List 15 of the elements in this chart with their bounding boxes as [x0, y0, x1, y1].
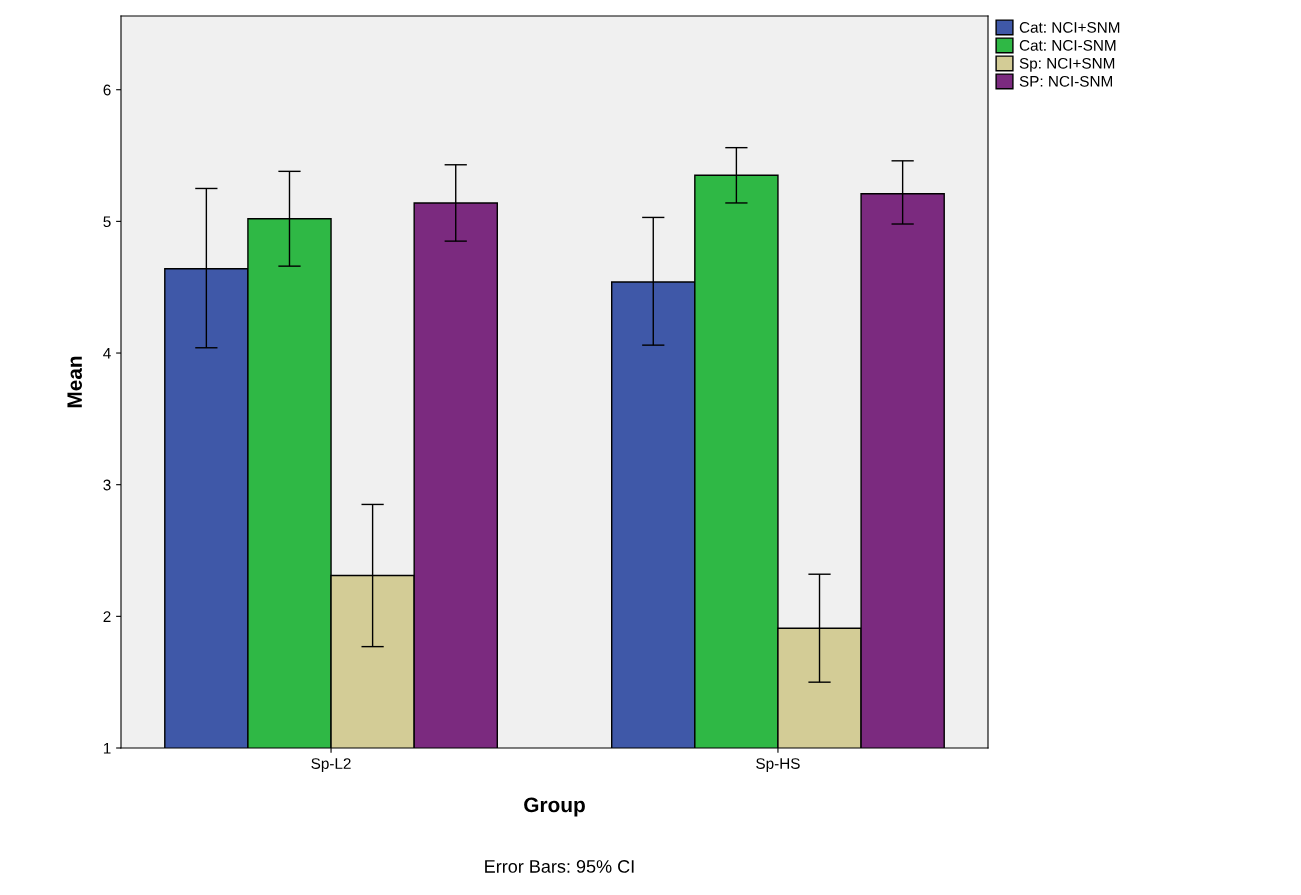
legend-label: Cat: NCI+SNM — [1019, 21, 1120, 33]
legend-label: Cat: NCI-SNM — [1019, 39, 1116, 51]
x-tick-label: Sp-HS — [756, 758, 800, 772]
y-tick-label: 4 — [103, 348, 111, 359]
y-tick-label: 2 — [103, 611, 111, 622]
x-axis-title: Group — [524, 797, 585, 817]
y-tick-label: 6 — [103, 84, 111, 96]
y-tick-label: 1 — [103, 743, 111, 754]
legend-label: SP: NCI-SNM — [1019, 75, 1112, 87]
y-tick-label: 3 — [103, 479, 111, 491]
legend-label: Sp: NCI+SNM — [1019, 57, 1115, 72]
x-tick-label: Sp-L2 — [311, 758, 351, 772]
y-tick-label: 5 — [103, 216, 111, 228]
text: Error Bars: 95% CI — [485, 860, 634, 873]
y-axis-title: Mean — [67, 356, 82, 408]
